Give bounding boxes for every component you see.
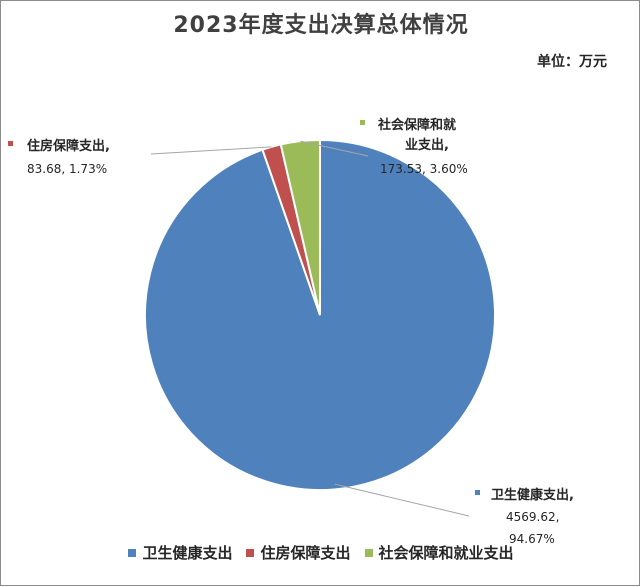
- legend-label-social: 社会保障和就业支出: [378, 544, 514, 562]
- social-label-marker: [360, 120, 365, 125]
- legend-swatch-housing: [246, 548, 255, 557]
- legend-swatch-health: [128, 548, 137, 557]
- leader-line-social: [300, 140, 369, 157]
- housing-label-name: 住房保障支出,: [27, 138, 110, 154]
- legend-item-social: 社会保障和就业支出: [364, 542, 514, 563]
- social-label-name-1: 社会保障和就: [377, 117, 456, 133]
- leader-line-health: [334, 483, 470, 517]
- health-label-name: 卫生健康支出,: [491, 487, 574, 503]
- health-label-percent: 94.67%: [509, 532, 555, 546]
- social-label-value: 173.53, 3.60%: [380, 162, 468, 176]
- leader-lines: [150, 140, 470, 517]
- legend: 卫生健康支出 住房保障支出 社会保障和就业支出: [1, 542, 640, 563]
- legend-item-health: 卫生健康支出: [128, 542, 232, 563]
- legend-label-health: 卫生健康支出: [142, 544, 233, 562]
- legend-label-housing: 住房保障支出: [260, 544, 351, 562]
- chart-title: 2023年度支出决算总体情况: [173, 13, 469, 38]
- social-label-name-2: 业支出,: [405, 137, 449, 153]
- legend-swatch-social: [364, 548, 373, 557]
- unit-label: 单位：万元: [537, 54, 607, 70]
- health-label-value: 4569.62,: [506, 510, 559, 524]
- housing-label-marker: [8, 141, 13, 146]
- housing-label-value: 83.68, 1.73%: [27, 162, 107, 176]
- leader-line-housing: [150, 146, 272, 155]
- health-label-marker: [475, 490, 480, 495]
- pie-slices: [144, 138, 496, 491]
- legend-item-housing: 住房保障支出: [246, 542, 351, 563]
